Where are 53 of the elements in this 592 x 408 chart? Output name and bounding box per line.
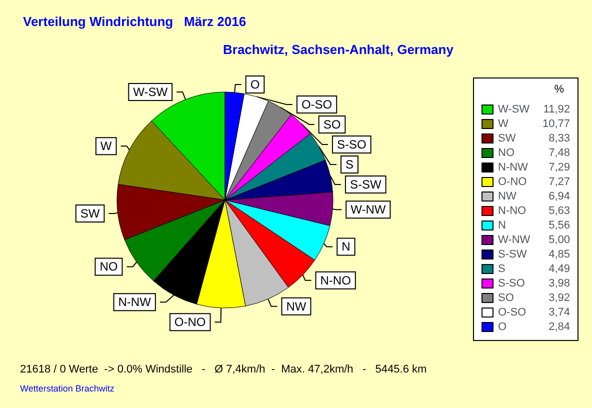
data-label: 4,49	[548, 263, 570, 275]
slice-label: W-SW	[133, 85, 168, 100]
data-label: 8,33	[548, 132, 570, 144]
data-label: 7,29	[548, 162, 570, 174]
data-label: 6,94	[548, 190, 570, 202]
slice-label: NW	[286, 299, 307, 314]
data-label: 3,74	[548, 306, 570, 318]
legend-label: SO	[498, 292, 514, 304]
data-label: 7,48	[548, 147, 570, 159]
text: 21618 / 0 Werte -> 0.0% Windstille - Ø 7,4km/h - Max. 47,2km/h - 5445.6 km	[20, 364, 427, 376]
slice-label: O-SO	[301, 97, 332, 112]
legend-label: SW	[498, 132, 516, 144]
text: Wetterstation Brachwitz	[20, 384, 115, 394]
slice-label: SO	[323, 117, 341, 132]
slice-label: S	[345, 157, 354, 172]
data-label: 10,77	[542, 118, 570, 130]
chart-subtitle: Brachwitz, Sachsen-Anhalt, Germany	[223, 42, 454, 57]
legend-label: S	[498, 263, 506, 275]
data-label: 5,00	[548, 234, 570, 246]
slice-label: N-NO	[320, 273, 351, 288]
legend-label: O	[498, 321, 507, 333]
slice-label: S-SW	[350, 177, 382, 192]
legend-label: W-NW	[498, 234, 531, 246]
data-label: 11,92	[543, 104, 570, 116]
legend-label: N-NW	[498, 162, 529, 174]
data-label: 4,85	[548, 248, 570, 260]
slice-label: N-NW	[118, 295, 152, 310]
slice-label: S-SO	[336, 137, 366, 152]
data-label: 2,84	[548, 321, 570, 333]
slice-label: O	[250, 77, 260, 92]
slice-label: O-NO	[174, 315, 206, 330]
legend-label: N	[498, 220, 506, 232]
legend-label: O-NO	[498, 176, 528, 188]
legend-label: S-SW	[498, 248, 528, 260]
data-label: 5,63	[548, 205, 570, 217]
chart-title: Verteilung Windrichtung März 2016	[23, 14, 246, 29]
slice-label: NO	[100, 260, 118, 274]
data-label: 7,27	[548, 176, 570, 188]
legend-label: W	[498, 118, 509, 130]
slice-label: SW	[80, 206, 100, 220]
legend-label: NW	[498, 190, 517, 202]
data-label: 3,98	[548, 278, 570, 290]
legend-label: N-NO	[498, 205, 527, 217]
legend-label: S-SO	[498, 278, 526, 290]
legend-label: NO	[498, 147, 515, 159]
legend-title: %	[554, 84, 564, 96]
slice-label: N	[342, 240, 350, 254]
data-label: 3,92	[548, 292, 570, 304]
slice-label: W	[100, 139, 112, 154]
slice-label: W-NW	[350, 202, 386, 217]
legend-label: W-SW	[498, 104, 530, 116]
legend-label: O-SO	[498, 306, 527, 318]
data-label: 5,56	[548, 220, 570, 232]
